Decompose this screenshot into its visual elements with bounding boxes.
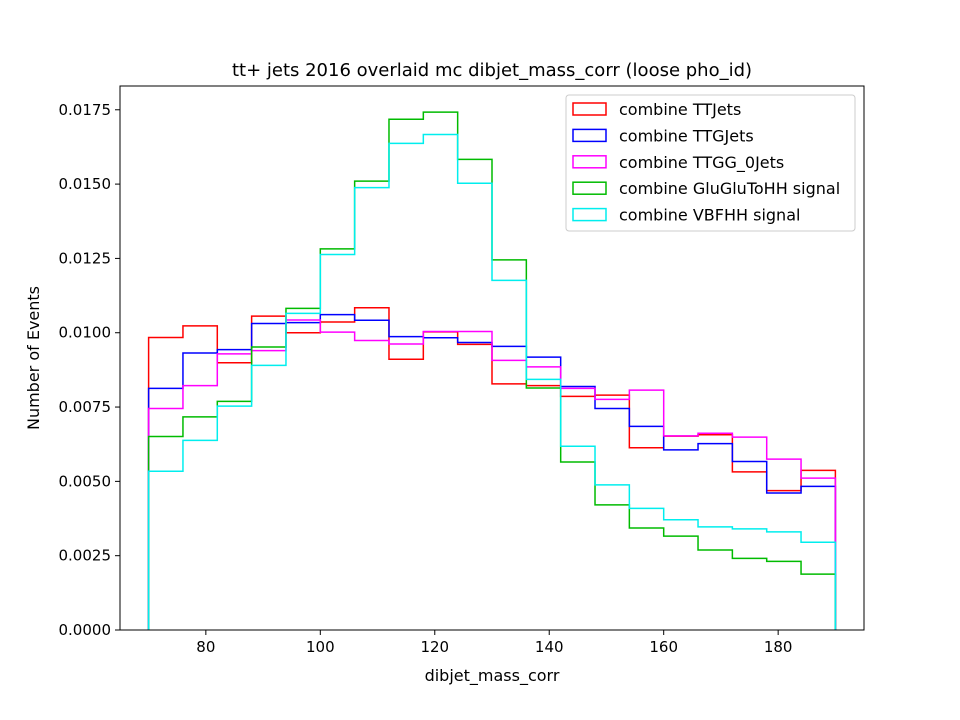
y-tick-label: 0.0050: [59, 472, 112, 490]
legend-label: combine VBFHH signal: [619, 206, 800, 225]
legend-swatch: [572, 102, 607, 116]
legend: combine TTJets combine TTGJets combine TTG…: [565, 94, 856, 232]
x-tick-label: 80: [196, 638, 215, 656]
y-tick-label: 0.0150: [59, 175, 112, 193]
y-tick-label: 0.0125: [59, 249, 112, 267]
legend-label: combine GluGluToHH signal: [619, 179, 840, 198]
x-tick-label: 120: [420, 638, 449, 656]
x-tick-label: 160: [649, 638, 678, 656]
y-tick-label: 0.0025: [59, 547, 112, 565]
legend-swatch: [572, 181, 607, 195]
legend-label: combine TTGJets: [619, 126, 754, 145]
y-tick-label: 0.0075: [59, 398, 112, 416]
legend-label: combine TTJets: [619, 100, 741, 119]
chart-title: tt+ jets 2016 overlaid mc dibjet_mass_co…: [232, 60, 752, 81]
x-tick-label: 180: [764, 638, 793, 656]
x-axis: 80 100 120 140 160 180: [196, 630, 792, 656]
legend-box: [565, 94, 856, 232]
legend-label: combine TTGG_0Jets: [619, 153, 784, 173]
legend-swatch: [572, 207, 607, 222]
y-axis-label: Number of Events: [24, 286, 43, 430]
legend-swatch: [572, 155, 607, 169]
x-axis-label: dibjet_mass_corr: [425, 666, 560, 686]
x-tick-label: 100: [306, 638, 335, 656]
y-tick-label: 0.0175: [59, 101, 112, 119]
y-tick-label: 0.0100: [59, 324, 112, 342]
x-tick-label: 140: [535, 638, 564, 656]
histogram-series-group: [147, 111, 837, 630]
legend-swatch: [572, 128, 607, 143]
histogram-series-4: [147, 133, 837, 630]
y-tick-label: 0.0000: [59, 621, 112, 639]
y-axis: 0.0000 0.0025 0.0050 0.0075 0.0100 0.0125 0.01…: [59, 101, 120, 639]
plot-frame: [119, 85, 865, 631]
